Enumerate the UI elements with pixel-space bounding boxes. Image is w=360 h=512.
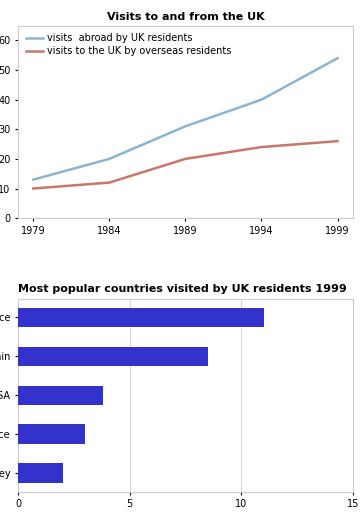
- Line: visits  abroad by UK residents: visits abroad by UK residents: [33, 58, 338, 180]
- visits to the UK by overseas residents: [183, 156, 188, 162]
- visits to the UK by overseas residents: [31, 185, 35, 191]
- visits  abroad by UK residents: [183, 123, 188, 130]
- Bar: [18, 386, 103, 405]
- visits  abroad by UK residents: [107, 156, 112, 162]
- visits  abroad by UK residents: [31, 177, 35, 183]
- Title: Visits to and from the UK: Visits to and from the UK: [107, 12, 264, 22]
- visits to the UK by overseas residents: [107, 180, 112, 186]
- Line: visits to the UK by overseas residents: visits to the UK by overseas residents: [33, 141, 338, 188]
- Bar: [18, 347, 208, 366]
- Bar: [18, 463, 63, 483]
- Bar: [18, 308, 264, 327]
- Text: Most popular countries visited by UK residents 1999: Most popular countries visited by UK res…: [18, 284, 347, 294]
- Legend: visits  abroad by UK residents, visits to the UK by overseas residents: visits abroad by UK residents, visits to…: [23, 30, 234, 59]
- visits to the UK by overseas residents: [336, 138, 340, 144]
- visits  abroad by UK residents: [336, 55, 340, 61]
- visits  abroad by UK residents: [259, 97, 264, 103]
- Bar: [18, 424, 85, 444]
- visits to the UK by overseas residents: [259, 144, 264, 150]
